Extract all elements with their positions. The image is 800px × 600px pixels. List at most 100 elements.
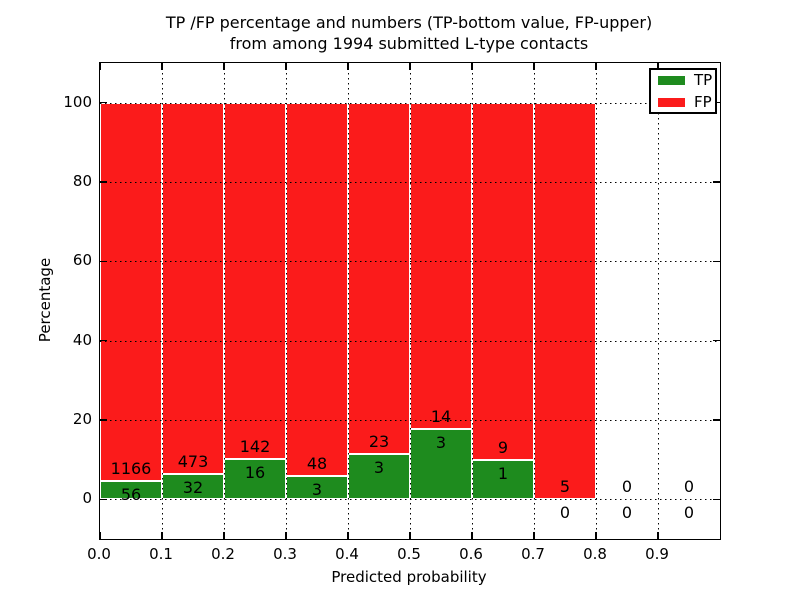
x-tick-label: 0.7 [521, 545, 545, 563]
x-tick-mark [347, 532, 349, 539]
x-tick-mark [533, 63, 535, 70]
y-tick-label: 0 [82, 489, 92, 508]
bar-segment-fp [472, 102, 534, 460]
y-tick-label: 40 [72, 330, 92, 349]
chart-title: TP /FP percentage and numbers (TP-bottom… [99, 12, 719, 54]
bar-segment-tp [162, 474, 224, 500]
x-tick-mark [471, 63, 473, 70]
y-tick-mark [713, 498, 720, 501]
chart-title-line-2: from among 1994 submitted L-type contact… [229, 34, 589, 53]
fp-count-label: 0 [621, 477, 633, 497]
y-tick-mark [100, 101, 107, 104]
x-tick-mark [161, 532, 163, 539]
y-tick-mark [713, 339, 720, 342]
y-tick-mark [713, 260, 720, 263]
fp-count-label: 1166 [110, 459, 152, 479]
x-tick-label: 0.5 [397, 545, 421, 563]
legend-entry-fp: FP [651, 92, 715, 111]
y-tick-mark [100, 419, 107, 421]
x-tick-mark [595, 63, 597, 70]
x-tick-label: 0.1 [149, 545, 173, 563]
x-tick-label: 0.0 [87, 545, 111, 563]
bar-segment-fp [224, 102, 286, 460]
y-tick-mark [100, 260, 107, 263]
fp-count-label: 9 [497, 437, 509, 457]
bar-segment-fp [410, 102, 472, 430]
x-tick-mark [409, 532, 411, 539]
gridline-vertical [286, 63, 287, 539]
y-axis-title: Percentage [36, 257, 54, 343]
chart-title-line-1: TP /FP percentage and numbers (TP-bottom… [165, 13, 653, 32]
gridline-vertical [534, 63, 535, 539]
fp-count-label: 23 [368, 431, 390, 451]
bar-segment-fp [100, 102, 162, 482]
y-tick-mark [100, 339, 107, 342]
y-tick-label: 20 [72, 410, 92, 428]
bar-segment-fp [534, 102, 596, 500]
y-tick-label: 80 [72, 172, 92, 190]
y-tick-mark [100, 181, 107, 183]
x-tick-mark [347, 63, 349, 70]
legend-label-tp: TP [694, 70, 713, 89]
gridline-vertical [348, 63, 349, 539]
y-tick-mark [713, 419, 720, 421]
tp-count-label: 56 [120, 485, 142, 505]
x-axis-title: Predicted probability [331, 568, 487, 586]
x-tick-mark [223, 63, 225, 70]
x-tick-mark [285, 532, 287, 539]
x-tick-mark [471, 532, 473, 539]
gridline-vertical [410, 63, 411, 539]
x-tick-mark [99, 63, 101, 70]
plot-area: 1166 56 473 32 142 16 48 3 23 3 14 3 9 1 5 0 0 0 0 0 TP FP [99, 62, 721, 540]
bar-segment-tp [472, 459, 534, 500]
fp-count-label: 0 [683, 477, 695, 497]
legend-label-fp: FP [694, 92, 712, 111]
gridline-vertical [596, 63, 597, 539]
bar-segment-fp [286, 102, 348, 476]
tp-count-label: 32 [182, 478, 204, 498]
tp-count-label: 16 [244, 463, 266, 483]
legend-entry-tp: TP [651, 70, 715, 89]
gridline-vertical [224, 63, 225, 539]
tp-count-label: 3 [373, 457, 385, 477]
tp-count-label: 0 [683, 503, 695, 523]
tp-count-label: 0 [559, 503, 571, 523]
bar-segment-tp [100, 481, 162, 500]
x-tick-label: 0.3 [273, 545, 297, 563]
y-tick-mark [100, 498, 107, 501]
x-tick-mark [533, 532, 535, 539]
x-tick-mark [161, 63, 163, 70]
x-tick-mark [595, 532, 597, 539]
fp-count-label: 473 [177, 452, 209, 472]
legend-swatch-fp [658, 97, 685, 107]
legend: TP FP [649, 68, 717, 114]
fp-count-label: 48 [306, 454, 328, 473]
x-tick-label: 0.4 [335, 545, 359, 563]
x-tick-mark [657, 63, 659, 70]
fp-count-label: 14 [430, 407, 452, 427]
y-tick-label: 100 [63, 92, 92, 111]
x-tick-label: 0.9 [645, 545, 669, 563]
gridline-vertical [658, 63, 659, 539]
gridline-vertical [472, 63, 473, 539]
x-tick-mark [99, 532, 101, 539]
fp-count-label: 5 [559, 477, 571, 497]
legend-swatch-tp [658, 75, 685, 85]
x-tick-mark [409, 63, 411, 70]
x-tick-mark [657, 532, 659, 539]
x-tick-label: 0.6 [459, 545, 483, 563]
tp-count-label: 0 [621, 503, 633, 523]
y-tick-mark [713, 181, 720, 183]
x-tick-label: 0.2 [211, 545, 235, 563]
x-tick-mark [285, 63, 287, 70]
x-tick-mark [223, 532, 225, 539]
x-tick-label: 0.8 [583, 545, 607, 563]
gridline-vertical [162, 63, 163, 539]
fp-count-label: 142 [239, 437, 271, 457]
tp-count-label: 1 [497, 463, 509, 483]
tp-count-label: 3 [435, 433, 447, 453]
y-tick-label: 60 [72, 251, 92, 270]
tp-count-label: 3 [311, 480, 323, 499]
bar-segment-fp [162, 102, 224, 475]
